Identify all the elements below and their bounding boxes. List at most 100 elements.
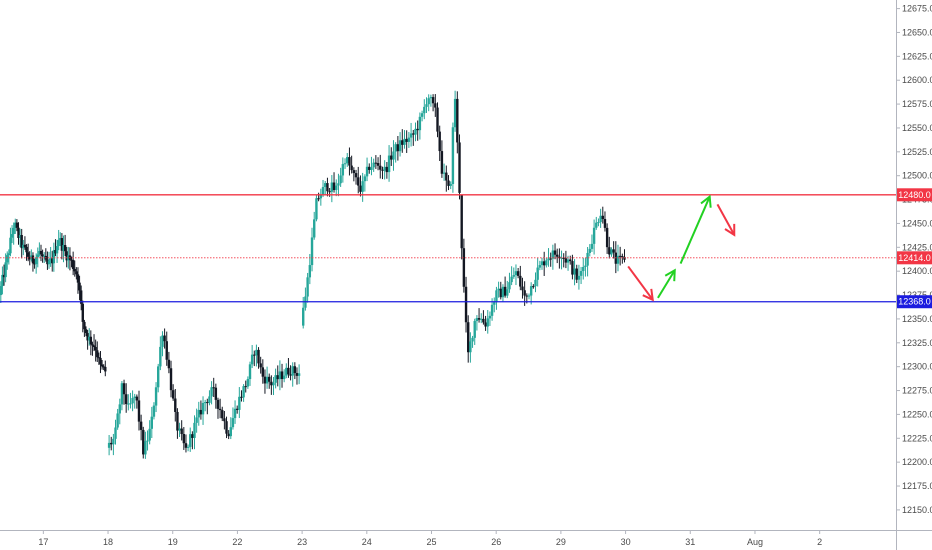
- candle: [201, 396, 205, 425]
- candle: [597, 218, 600, 227]
- candle-body: [434, 103, 437, 108]
- candle-body: [341, 164, 345, 176]
- candle-body: [10, 234, 14, 238]
- arrow-shaft: [679, 196, 711, 264]
- candle-body: [148, 428, 151, 441]
- candle: [394, 142, 397, 163]
- candle-body: [605, 227, 609, 248]
- arrow-head: [642, 288, 654, 302]
- candle: [142, 426, 145, 459]
- candle: [521, 277, 524, 299]
- candle-body: [227, 433, 230, 437]
- candle-body: [6, 255, 9, 263]
- candle: [54, 239, 57, 257]
- candle: [412, 129, 415, 146]
- candle-body: [285, 367, 288, 376]
- candle: [1, 266, 4, 295]
- candle: [83, 319, 86, 337]
- candle: [359, 175, 362, 197]
- candle-body: [372, 162, 375, 168]
- candle: [120, 381, 124, 411]
- candle: [352, 167, 356, 182]
- candle: [129, 392, 132, 409]
- candle: [556, 248, 559, 264]
- trend-arrow[interactable]: [679, 194, 712, 264]
- candle: [285, 363, 288, 379]
- candle: [89, 330, 93, 356]
- candle: [28, 251, 31, 266]
- candle: [15, 219, 19, 232]
- candle-body: [538, 265, 542, 268]
- candle: [407, 131, 411, 148]
- candle: [84, 326, 88, 337]
- candle-body: [495, 290, 498, 303]
- candle-body: [248, 364, 252, 380]
- candle: [31, 252, 35, 272]
- candle: [195, 408, 198, 433]
- candle: [55, 239, 59, 263]
- candle-body: [412, 133, 415, 135]
- candle-body: [167, 359, 171, 369]
- candle: [68, 247, 72, 271]
- candle: [293, 362, 297, 380]
- candle-body: [558, 256, 561, 259]
- candle-body: [418, 116, 422, 131]
- y-tick-label: 12300.0: [902, 362, 932, 372]
- candle-body: [112, 438, 115, 445]
- candle-body: [83, 321, 86, 330]
- candle-body: [553, 250, 557, 255]
- candle-body: [440, 151, 444, 174]
- trend-arrow[interactable]: [627, 265, 654, 302]
- candle-body: [597, 222, 600, 224]
- candle-body: [197, 409, 200, 418]
- candle-body: [23, 244, 27, 247]
- candle-body: [547, 258, 550, 261]
- candle: [184, 434, 188, 453]
- candle-body: [28, 256, 31, 260]
- candle-body: [449, 183, 452, 186]
- candle-body: [348, 157, 351, 166]
- candle: [38, 242, 41, 257]
- candle-body: [623, 256, 626, 260]
- candle-body: [1, 274, 4, 287]
- candle: [390, 147, 393, 166]
- x-tick-label: 17: [38, 537, 48, 547]
- candle-body: [137, 400, 141, 422]
- candle-body: [127, 403, 130, 405]
- candle: [442, 163, 446, 181]
- candle: [482, 310, 485, 325]
- candle-body: [65, 251, 68, 261]
- candle: [603, 211, 607, 232]
- trend-arrow[interactable]: [657, 268, 676, 299]
- candle: [540, 257, 544, 270]
- y-tick-label: 12375.0: [902, 290, 932, 300]
- price-tag-last-price: 12414.0: [897, 251, 932, 265]
- candle-body: [588, 248, 591, 253]
- candle-body: [146, 440, 149, 442]
- candle: [308, 253, 312, 285]
- candle-body: [96, 350, 99, 358]
- candle-body: [569, 259, 572, 262]
- candle: [536, 257, 539, 287]
- candle: [447, 175, 450, 191]
- y-tick-label: 12575.0: [902, 99, 932, 109]
- trend-arrow[interactable]: [716, 203, 736, 237]
- candle-body: [79, 290, 83, 304]
- candle-body: [287, 367, 290, 375]
- candle-body: [2, 274, 6, 278]
- y-tick-label: 12325.0: [902, 338, 932, 348]
- candle: [599, 208, 602, 228]
- candle: [0, 281, 3, 304]
- candle: [167, 351, 171, 374]
- candle-body: [326, 183, 329, 192]
- candle-body: [250, 354, 254, 365]
- candle-body: [456, 98, 459, 143]
- candle: [621, 253, 624, 264]
- candle: [88, 328, 91, 346]
- levels-layer: [0, 194, 896, 303]
- candle-body: [104, 366, 107, 372]
- candle: [49, 246, 52, 267]
- arrow-shaft: [627, 265, 654, 301]
- candle: [514, 264, 518, 286]
